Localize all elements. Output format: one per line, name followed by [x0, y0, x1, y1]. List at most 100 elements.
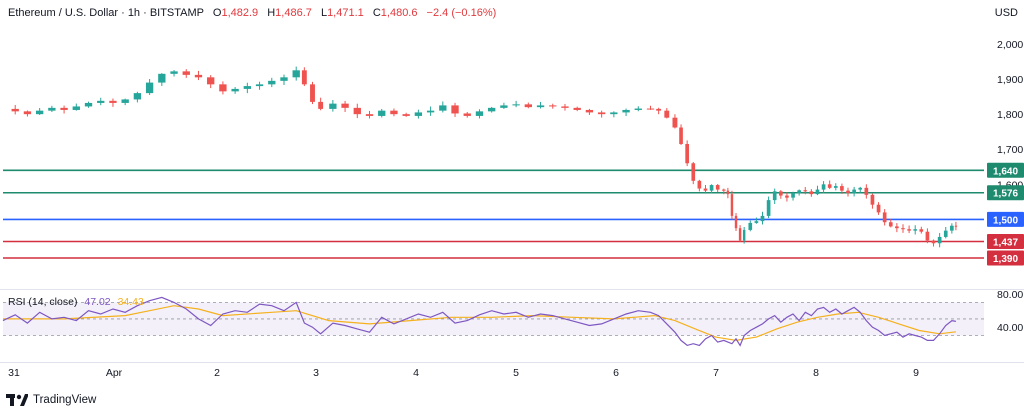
candle-body: [255, 84, 264, 87]
candle-body: [901, 228, 905, 230]
candle-body: [390, 110, 398, 115]
rsi-legend: RSI (14, close) 47.02 34.43: [8, 296, 144, 308]
level-tag-label: 1,640: [993, 166, 1018, 177]
rsi-band: [3, 302, 984, 336]
candle-body: [715, 185, 720, 190]
candle-body: [913, 229, 918, 231]
candle-body: [833, 186, 838, 188]
candle-body: [772, 191, 777, 201]
rsi-legend-ma-value: 34.43: [117, 296, 144, 308]
y-tick-label: 1,800: [997, 109, 1023, 121]
candle-body: [852, 189, 856, 194]
candle-body: [194, 74, 203, 78]
candle-body: [721, 189, 726, 191]
rsi-y-tick-label: 80.00: [997, 289, 1023, 301]
candle-body: [475, 111, 484, 116]
candle-body: [597, 112, 606, 115]
open-value: 1,482.9: [221, 7, 259, 19]
candle-body: [353, 107, 361, 115]
candle-body: [301, 70, 307, 85]
candle-body: [840, 186, 844, 191]
candle-body: [797, 190, 801, 194]
level-tag: [987, 211, 1024, 227]
currency-label[interactable]: USD: [994, 7, 1018, 19]
candle-body: [48, 107, 56, 111]
candle-body: [691, 163, 696, 181]
x-tick-label: 31: [8, 367, 20, 379]
candle-body: [664, 110, 670, 118]
candle-body: [815, 189, 820, 195]
low-value: 1,471.1: [327, 7, 364, 19]
candle-body: [656, 108, 662, 111]
candle-body: [760, 215, 765, 222]
rsi-legend-value: 47.02: [84, 296, 111, 308]
candle-body: [451, 105, 459, 114]
x-tick-label: 8: [813, 367, 819, 379]
candle-body: [500, 105, 508, 108]
candle-body: [23, 111, 32, 115]
x-tick-label: 3: [313, 367, 319, 379]
candle-body: [858, 187, 863, 190]
candle-body: [329, 103, 337, 109]
candle-body: [292, 70, 300, 78]
rsi-y-tick-label: 40.00: [997, 322, 1023, 334]
candle-body: [685, 143, 689, 164]
candle-body: [895, 226, 899, 229]
x-tick-label: 6: [613, 367, 619, 379]
level-tag-label: 1,437: [993, 238, 1018, 249]
candle-body: [158, 73, 166, 83]
candle-body: [182, 71, 190, 75]
candle-body: [778, 191, 783, 196]
x-tick-label: 5: [513, 367, 519, 379]
candle-body: [585, 109, 594, 113]
candle-body: [876, 204, 881, 213]
candle-body: [610, 112, 618, 115]
candle-body: [414, 112, 423, 116]
x-tick-label: 4: [413, 367, 419, 379]
y-tick-label: 1,900: [997, 74, 1023, 86]
open-label: O: [212, 7, 222, 19]
rsi-line: [2, 296, 957, 347]
brand-name: TradingView: [33, 394, 97, 406]
candle-body: [622, 109, 630, 113]
candle-body: [219, 84, 227, 92]
level-tag-label: 1,576: [993, 189, 1018, 200]
candle-body: [785, 195, 789, 198]
x-tick-label: 9: [913, 367, 919, 379]
tradingview-logo-icon: [6, 394, 28, 406]
symbol-header: Ethereum / U.S. Dollar · 1h · BITSTAMP O…: [8, 7, 496, 19]
candle-body: [280, 77, 288, 81]
level-tag-label: 1,500: [993, 215, 1018, 226]
candle-body: [882, 212, 887, 223]
candle-body: [243, 86, 252, 89]
candle-body: [754, 221, 759, 223]
candle-body: [549, 105, 557, 107]
candle-body: [766, 200, 771, 216]
candle-body: [72, 106, 80, 110]
candle-body: [943, 230, 948, 237]
tradingview-brand[interactable]: TradingView: [6, 394, 96, 406]
candle-body: [919, 229, 924, 232]
candle-body: [925, 231, 930, 241]
candle-body: [207, 77, 215, 85]
candle-body: [709, 185, 714, 191]
candle-body: [679, 127, 683, 144]
pane-separator[interactable]: [0, 289, 1024, 290]
candle-body: [907, 229, 911, 231]
x-tick-label: Apr: [106, 367, 123, 379]
close-value: 1,480.6: [380, 7, 418, 19]
rsi-legend-label: RSI (14, close): [8, 296, 78, 308]
candle-body: [145, 82, 154, 94]
high-value: 1,486.7: [275, 7, 312, 19]
candle-body: [791, 193, 795, 198]
candle-body: [402, 114, 410, 116]
y-tick-label: 1,700: [997, 144, 1023, 156]
candle-body: [730, 194, 734, 216]
candle-body: [821, 184, 826, 190]
candle-body: [726, 190, 730, 195]
candle-body: [318, 101, 324, 109]
candle-body: [742, 229, 746, 241]
candle-body: [121, 99, 129, 103]
candle-body: [60, 107, 68, 110]
